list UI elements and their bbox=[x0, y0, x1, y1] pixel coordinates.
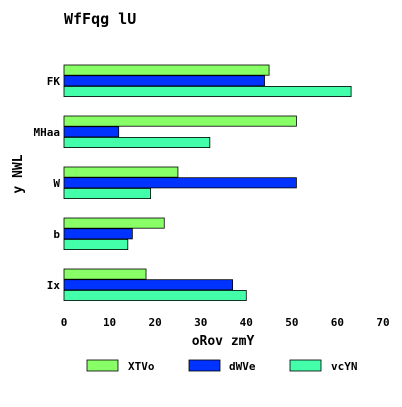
y-tick-labels: FK MHaa Wb Ix bbox=[34, 75, 61, 292]
x-tick-labels: 0 10 20 30 40 50 60 70 bbox=[61, 316, 390, 329]
bar-XTVo-MHaa bbox=[63, 115, 297, 127]
x-tick-label: 60 bbox=[331, 316, 344, 329]
x-tick-label: 40 bbox=[240, 316, 253, 329]
legend-swatch-dWVe bbox=[188, 359, 221, 372]
bar-vcYN-b bbox=[63, 238, 129, 250]
bar-XTVo-Ix bbox=[63, 268, 147, 280]
y-tick-label: MHaa bbox=[34, 126, 61, 139]
x-axis-label: oRov zmY bbox=[192, 334, 255, 349]
bar-dWVe-W bbox=[63, 177, 297, 189]
x-tick-label: 0 bbox=[61, 316, 68, 329]
bar-dWVe-FK bbox=[63, 75, 265, 87]
bar-XTVo-FK bbox=[63, 64, 270, 76]
legend-label-XTVo: XTVo bbox=[128, 360, 155, 373]
y-axis-label: y NWL bbox=[11, 154, 26, 193]
y-tick-label: W bbox=[53, 177, 60, 190]
bar-XTVo-W bbox=[63, 166, 179, 178]
y-tick-label: FK bbox=[47, 75, 61, 88]
legend-swatch-XTVo bbox=[86, 359, 119, 372]
bar-vcYN-FK bbox=[63, 86, 352, 98]
chart-title: WfFqg lU bbox=[64, 10, 136, 28]
legend-label-dWVe: dWVe bbox=[229, 360, 256, 373]
bar-dWVe-b bbox=[63, 228, 133, 240]
x-tick-label: 20 bbox=[149, 316, 162, 329]
bar-XTVo-b bbox=[63, 217, 165, 229]
y-tick-label: Ix bbox=[47, 279, 61, 292]
legend-label-vcYN: vcYN bbox=[331, 360, 358, 373]
legend-swatch-vcYN bbox=[289, 359, 322, 372]
x-tick-label: 50 bbox=[285, 316, 298, 329]
y-tick-label: b bbox=[53, 228, 60, 241]
bar-vcYN-MHaa bbox=[63, 136, 211, 148]
x-tick-label: 10 bbox=[103, 316, 116, 329]
bar-vcYN-Ix bbox=[63, 289, 247, 301]
bar-dWVe-Ix bbox=[63, 279, 234, 291]
bar-dWVe-MHaa bbox=[63, 126, 120, 138]
bar-vcYN-W bbox=[63, 187, 151, 199]
legend: XTVo dWVe vcYN bbox=[86, 359, 358, 373]
bars-layer bbox=[63, 64, 352, 301]
x-tick-label: 30 bbox=[194, 316, 207, 329]
x-tick-label: 70 bbox=[376, 316, 389, 329]
